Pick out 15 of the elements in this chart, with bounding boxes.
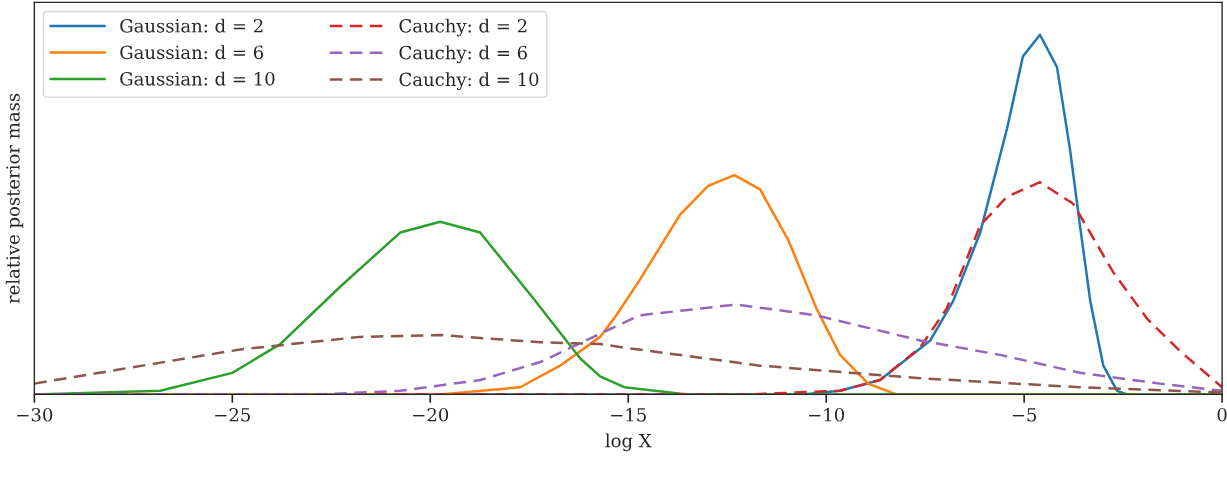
x-tick-label: −5 <box>1012 408 1037 422</box>
legend-label: Cauchy: d = 10 <box>399 72 539 90</box>
legend-label: Cauchy: d = 6 <box>399 45 527 64</box>
legend-label: Cauchy: d = 2 <box>399 18 527 37</box>
legend-label: Gaussian: d = 6 <box>120 45 264 60</box>
x-axis-title: log X <box>605 433 652 452</box>
y-axis-title: relative posterior mass <box>5 93 24 304</box>
x-tick-label: −15 <box>611 407 646 422</box>
x-tick-label: −20 <box>413 407 449 422</box>
legend-label: Gaussian: d = 2 <box>120 18 263 33</box>
legend-label: Gaussian: d = 10 <box>120 71 275 86</box>
x-tick-label: −10 <box>809 407 845 422</box>
x-tick-label: 0 <box>1217 407 1227 422</box>
x-tick-label: −30 <box>17 407 53 422</box>
x-tick-label: −25 <box>215 407 250 422</box>
